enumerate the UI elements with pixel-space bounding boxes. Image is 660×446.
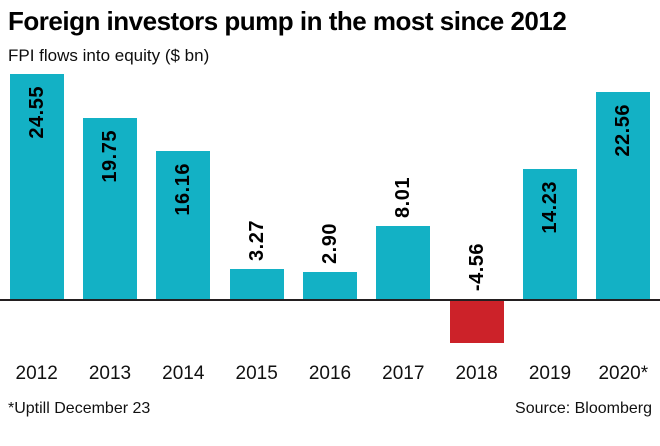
source-label: Source: Bloomberg [515,400,652,417]
neg-area-2020 [587,301,660,349]
x-axis-label-2017: 2017 [382,363,425,384]
bar-value-label-2014: 16.16 [172,163,195,216]
x-axis-label-2019: 2019 [528,363,572,384]
plot-area-2017: 8.01 [366,71,440,301]
plot-area-2015: 3.27 [219,71,294,301]
neg-area-2013 [73,301,146,349]
x-axis-label-2012: 2012 [15,363,58,384]
neg-area-2018 [440,301,513,349]
bar-group-2015: 3.27 [219,71,294,349]
x-axis-label-2020: 2020* [598,363,649,384]
x-axis-label-2016: 2016 [308,363,352,384]
bar-value-label-2016: 2.90 [318,223,341,264]
bar-2016 [302,272,357,299]
neg-area-2015 [220,301,293,349]
neg-area-2014 [147,301,220,349]
bar-group-2019: 14.23 [513,71,587,349]
bar-group-2014: 16.16 [146,71,220,349]
bar-group-2020: 22.56 [586,71,660,349]
x-axis-label-2014: 2014 [162,363,205,384]
x-axis-label-2013: 2013 [88,363,132,384]
bar-group-2012: 24.55 [0,71,74,349]
neg-area-2012 [0,301,73,349]
bar-value-label-2017: 8.01 [392,177,415,218]
bar-2020 [596,92,651,299]
x-axis-label-2015: 2015 [235,363,278,384]
bar-2015 [229,269,284,299]
plot-area-2014: 16.16 [146,71,220,301]
bar-2017 [376,226,431,299]
plot-area-2019: 14.23 [513,71,587,301]
bar-group-2013: 19.75 [73,71,147,349]
bar-2013 [82,118,137,299]
bar-2018 [449,301,504,343]
plot-area-2016: 2.90 [293,71,367,301]
bar-value-label-2015: 3.27 [245,220,268,261]
bar-chart: 24.55 19.75 16.16 3.27 2.90 8.01 -4.56 14.23 22.… [0,71,660,349]
bar-group-2018: -4.56 [439,71,514,349]
bar-value-label-2019: 14.23 [538,181,561,234]
neg-area-2017 [367,301,440,349]
bar-group-2016: 2.90 [293,71,367,349]
chart-footer: *Uptill December 23 Source: Bloomberg [0,400,660,418]
bar-value-label-2020: 22.56 [612,104,635,157]
plot-area-2020: 22.56 [586,71,660,301]
x-axis: 2012 2013 2014 2015 2016 2017 2018 2019 2020* [0,363,660,385]
bar-2014 [156,151,211,299]
plot-area-2012: 24.55 [0,71,74,301]
chart-title: Foreign investors pump in the most since… [8,6,567,36]
x-axis-label-2018: 2018 [455,363,498,384]
bar-2019 [522,169,577,299]
plot-area-2013: 19.75 [73,71,147,301]
neg-area-2019 [513,301,586,349]
bar-value-label-2013: 19.75 [98,130,121,183]
chart-subtitle: FPI flows into equity ($ bn) [8,46,210,65]
neg-area-2016 [293,301,366,349]
bar-value-label-2012: 24.55 [25,86,48,139]
plot-area-2018: -4.56 [439,71,514,301]
bar-2012 [9,74,64,299]
bar-group-2017: 8.01 [366,71,440,349]
footnote: *Uptill December 23 [8,400,151,417]
bar-value-label-2018: -4.56 [465,242,488,291]
